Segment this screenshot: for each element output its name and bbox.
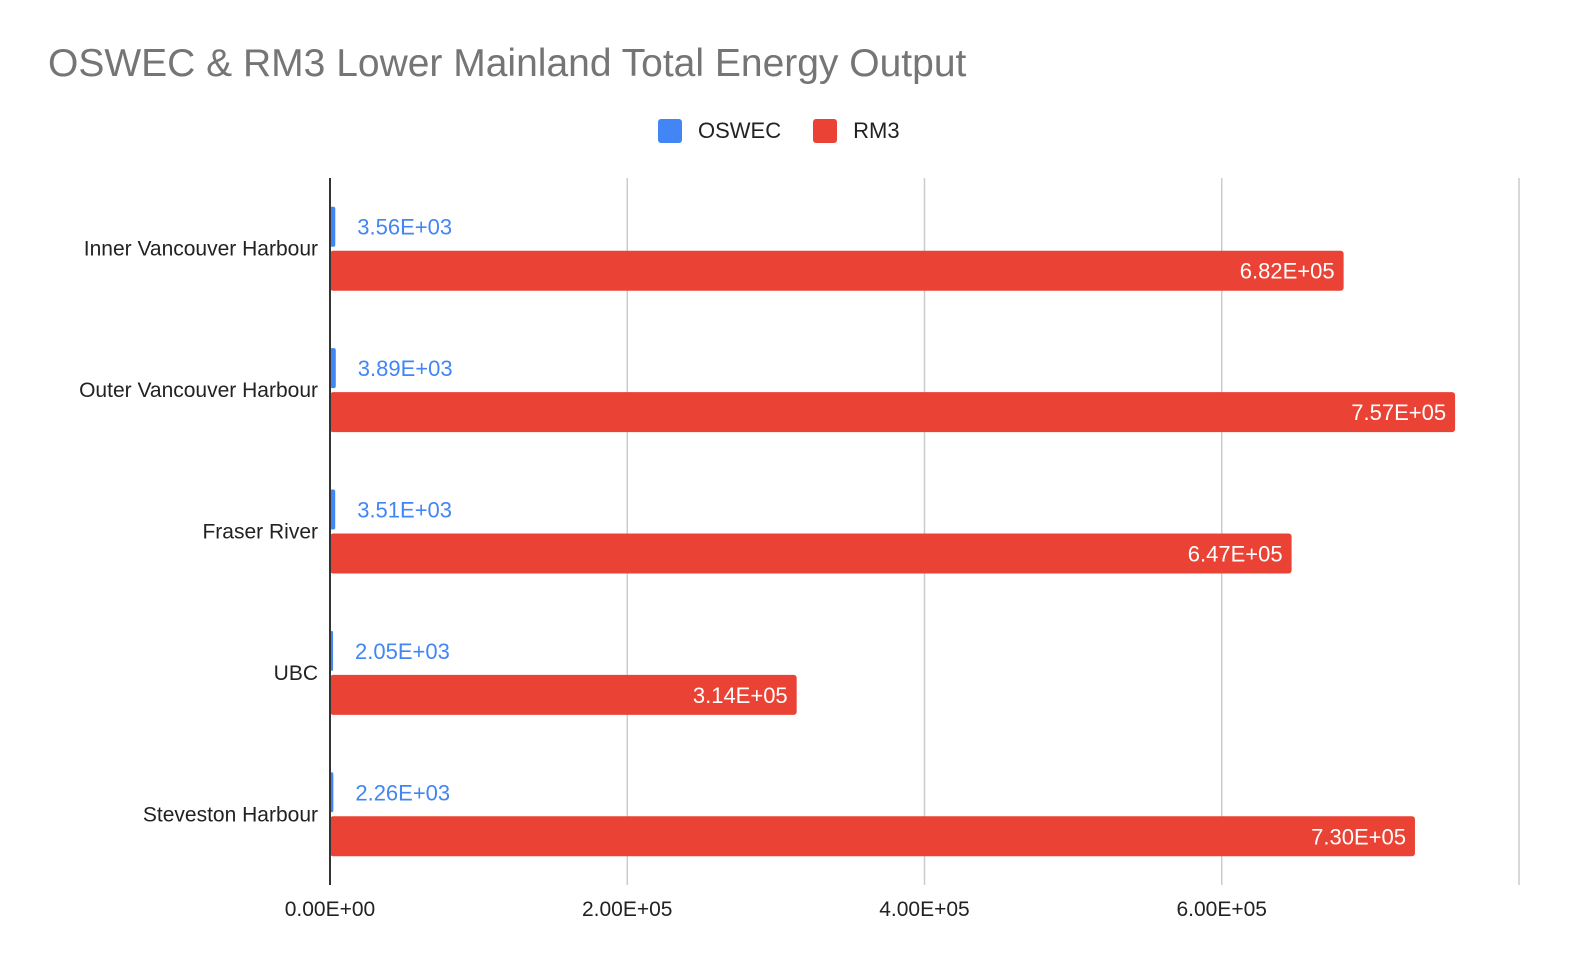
bar-rm3 xyxy=(330,533,1292,574)
data-label-oswec: 3.56E+03 xyxy=(357,215,452,240)
legend-label-rm3: RM3 xyxy=(853,118,900,143)
data-label-oswec: 3.89E+03 xyxy=(358,356,453,381)
bar-oswec xyxy=(330,206,336,247)
data-label-rm3: 3.14E+05 xyxy=(693,683,788,708)
category-label: Fraser River xyxy=(202,521,318,544)
category-label: Steveston Harbour xyxy=(143,803,318,826)
legend-swatch-rm3 xyxy=(813,119,838,143)
x-tick-label: 2.00E+05 xyxy=(582,898,673,921)
category-label: UBC xyxy=(274,662,318,685)
legend-swatch-oswec xyxy=(658,119,682,143)
legend: OSWEC RM3 xyxy=(658,118,932,144)
x-tick-label: 0.00E+00 xyxy=(285,898,376,921)
bar-rm3 xyxy=(330,816,1415,857)
bar-rm3 xyxy=(330,250,1344,291)
chart-title: OSWEC & RM3 Lower Mainland Total Energy … xyxy=(48,42,967,85)
data-label-rm3: 7.30E+05 xyxy=(1311,824,1406,849)
bar-rm3 xyxy=(330,392,1456,433)
x-tick-label: 6.00E+05 xyxy=(1176,898,1267,921)
data-label-rm3: 6.47E+05 xyxy=(1188,542,1283,567)
bar-oswec xyxy=(330,489,336,530)
data-label-rm3: 7.57E+05 xyxy=(1351,400,1446,425)
bar-oswec xyxy=(330,348,336,389)
data-label-oswec: 3.51E+03 xyxy=(357,498,452,523)
legend-item-oswec[interactable]: OSWEC xyxy=(658,118,781,144)
legend-label-oswec: OSWEC xyxy=(698,118,782,143)
category-label: Inner Vancouver Harbour xyxy=(84,238,318,261)
category-label: Outer Vancouver Harbour xyxy=(79,379,318,402)
data-label-rm3: 6.82E+05 xyxy=(1240,259,1335,284)
legend-item-rm3[interactable]: RM3 xyxy=(813,118,900,144)
data-label-oswec: 2.05E+03 xyxy=(355,639,450,664)
data-label-oswec: 2.26E+03 xyxy=(355,780,450,805)
bar-rm3 xyxy=(330,674,797,715)
x-tick-label: 4.00E+05 xyxy=(879,898,970,921)
